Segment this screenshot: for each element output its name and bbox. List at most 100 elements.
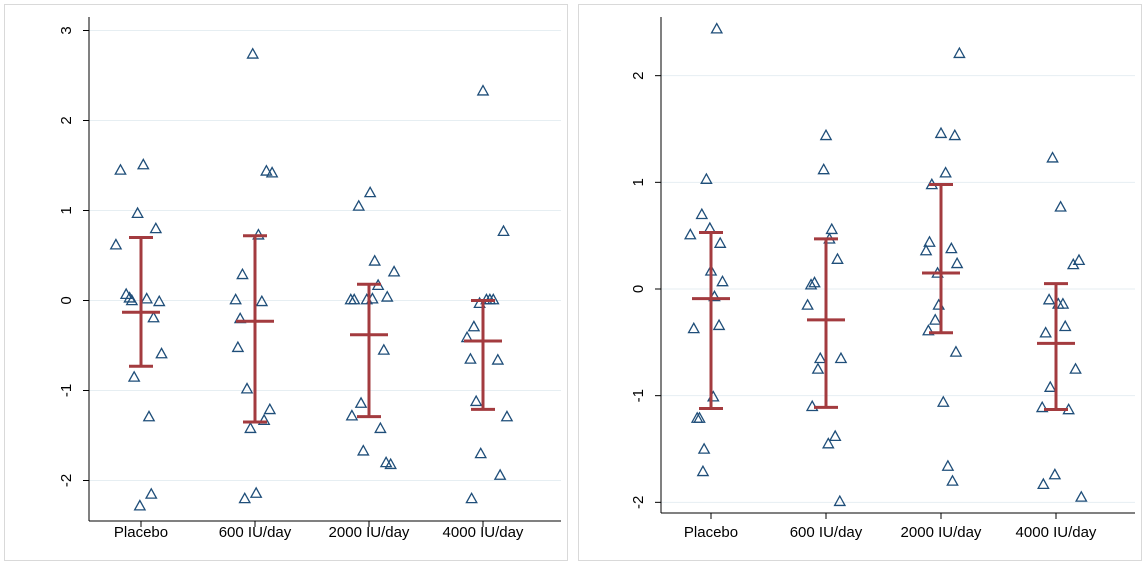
data-point bbox=[696, 464, 710, 477]
data-point bbox=[231, 340, 245, 353]
data-point bbox=[1048, 468, 1062, 480]
data-point bbox=[493, 468, 507, 480]
data-point bbox=[828, 429, 842, 442]
y-tick-label: 3 bbox=[58, 26, 75, 34]
y-tick-label: 0 bbox=[630, 285, 647, 293]
data-point bbox=[147, 311, 160, 323]
data-point bbox=[474, 446, 488, 459]
data-point bbox=[384, 457, 397, 470]
data-point bbox=[240, 382, 254, 394]
data-point bbox=[238, 491, 252, 504]
data-point bbox=[813, 351, 827, 364]
x-tick-label: Placebo bbox=[114, 524, 168, 541]
data-point bbox=[246, 47, 260, 59]
data-point bbox=[1074, 490, 1088, 502]
y-tick-label: -1 bbox=[630, 389, 647, 402]
data-point bbox=[249, 486, 263, 498]
data-point bbox=[374, 421, 387, 434]
data-point bbox=[934, 126, 948, 139]
data-point bbox=[356, 444, 370, 456]
data-point bbox=[263, 402, 277, 415]
y-tick-label: -2 bbox=[58, 474, 75, 487]
data-point bbox=[819, 128, 833, 141]
y-tick-label: 1 bbox=[58, 206, 75, 214]
data-point bbox=[825, 222, 839, 235]
data-point bbox=[142, 410, 156, 422]
x-tick-label: 4000 IU/day bbox=[1016, 524, 1097, 541]
data-point bbox=[834, 351, 848, 364]
y-tick-label: 1 bbox=[630, 178, 647, 186]
data-point bbox=[817, 162, 831, 175]
data-point bbox=[693, 411, 706, 423]
data-point bbox=[710, 22, 724, 34]
data-point bbox=[127, 370, 141, 382]
data-point bbox=[922, 324, 935, 336]
data-point bbox=[683, 228, 697, 240]
data-point bbox=[109, 238, 123, 250]
data-point bbox=[687, 321, 701, 334]
data-point bbox=[491, 353, 505, 365]
data-point bbox=[713, 236, 727, 248]
x-tick-label: 600 IU/day bbox=[219, 524, 292, 541]
y-tick-label: 0 bbox=[58, 296, 75, 304]
data-point bbox=[697, 442, 711, 454]
data-point bbox=[255, 294, 269, 307]
data-point bbox=[1058, 319, 1072, 332]
data-point bbox=[804, 278, 818, 290]
data-point bbox=[149, 221, 163, 234]
data-point bbox=[949, 345, 963, 357]
data-point bbox=[347, 293, 361, 305]
y-tick-label: 2 bbox=[630, 71, 647, 79]
data-point bbox=[939, 166, 952, 178]
data-point bbox=[1066, 257, 1080, 270]
data-point bbox=[919, 244, 933, 256]
data-point bbox=[500, 410, 514, 422]
data-point bbox=[712, 318, 726, 331]
data-point bbox=[945, 241, 958, 254]
y-tick-label: 2 bbox=[58, 116, 75, 124]
data-point bbox=[1069, 362, 1082, 374]
data-point bbox=[152, 294, 166, 307]
data-point bbox=[476, 84, 490, 96]
y-tick-label: -1 bbox=[58, 384, 75, 397]
data-point bbox=[464, 352, 477, 364]
data-point bbox=[941, 459, 955, 471]
y-tick-label: -2 bbox=[630, 496, 647, 509]
data-point bbox=[1042, 293, 1056, 305]
data-point bbox=[936, 395, 950, 407]
data-point bbox=[1046, 151, 1059, 163]
x-tick-label: 600 IU/day bbox=[790, 524, 863, 541]
data-point bbox=[260, 164, 273, 176]
data-point bbox=[140, 292, 154, 304]
chart-panel-right: -2 -1 0 1 2 Placebo 600 IU/day 2000 IU/day 4000 … bbox=[578, 4, 1142, 561]
data-point bbox=[354, 396, 368, 408]
data-point bbox=[923, 235, 936, 247]
data-point bbox=[497, 224, 510, 237]
data-point bbox=[236, 267, 249, 280]
data-point bbox=[833, 494, 847, 507]
data-point bbox=[811, 362, 825, 374]
data-point bbox=[125, 293, 139, 306]
data-point bbox=[1054, 200, 1067, 212]
data-point bbox=[352, 199, 366, 211]
data-point bbox=[123, 291, 136, 303]
data-point bbox=[265, 166, 279, 178]
data-point bbox=[465, 491, 478, 504]
chart-panel-left: -2 -1 0 1 2 3 Placebo 600 IU/day 2000 IU/day 4000… bbox=[4, 4, 568, 561]
data-point bbox=[801, 298, 814, 310]
data-point bbox=[368, 254, 382, 266]
data-point bbox=[1056, 297, 1070, 309]
data-point bbox=[469, 394, 483, 407]
data-point bbox=[1043, 380, 1057, 392]
data-point bbox=[380, 290, 394, 302]
data-point bbox=[831, 252, 844, 264]
chart-right: -2 -1 0 1 2 Placebo 600 IU/day 2000 IU/day 4000 … bbox=[630, 17, 1135, 541]
data-point bbox=[229, 293, 242, 305]
data-point bbox=[1039, 326, 1052, 338]
data-point bbox=[155, 347, 168, 359]
data-point bbox=[948, 128, 962, 141]
data-point bbox=[821, 437, 835, 449]
data-point bbox=[133, 499, 147, 511]
data-point bbox=[244, 421, 257, 434]
data-point bbox=[1035, 400, 1049, 413]
